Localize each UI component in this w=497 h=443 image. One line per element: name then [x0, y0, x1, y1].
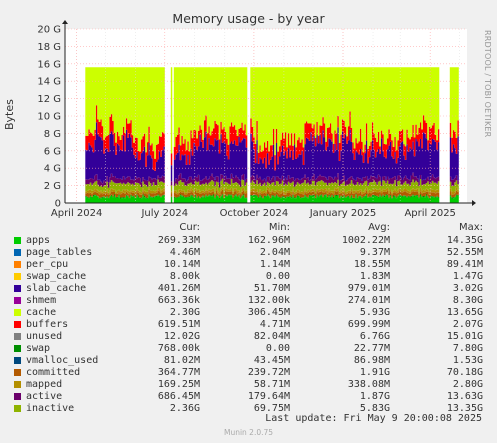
munin-version: Munin 2.0.75	[223, 428, 274, 437]
area-swap	[85, 194, 459, 199]
x-tick-label: January 2025	[309, 208, 377, 219]
chart-title: Memory usage - by year	[172, 11, 325, 26]
y-tick-label: 16 G	[37, 59, 61, 70]
area-committed	[85, 189, 459, 198]
y-axis-arrow	[62, 20, 68, 24]
y-tick-label: 8 G	[44, 129, 61, 140]
x-axis-arrow	[472, 200, 476, 206]
y-tick-label: 12 G	[37, 94, 61, 105]
y-tick-label: 20 G	[37, 25, 61, 36]
y-axis-label: Bytes	[3, 99, 16, 130]
x-tick-label: October 2024	[220, 208, 289, 219]
area-buffers	[85, 105, 459, 171]
y-tick-label: 10 G	[37, 112, 61, 123]
area-mapped	[85, 186, 459, 195]
x-tick-label: April 2025	[404, 208, 455, 219]
y-tick-label: 18 G	[37, 42, 61, 53]
area-cache	[85, 67, 459, 159]
y-tick-label: 6 G	[44, 146, 61, 157]
last-update: Last update: Fri May 9 20:00:08 2025	[265, 413, 482, 424]
x-tick-label: July 2024	[140, 208, 188, 219]
y-tick-label: 14 G	[37, 77, 61, 88]
area-apps	[85, 195, 459, 203]
y-tick-label: 0	[55, 199, 61, 210]
y-tick-label: 2 G	[44, 181, 61, 192]
y-tick-label: 4 G	[44, 164, 61, 175]
x-tick-label: April 2024	[51, 208, 102, 219]
area-active	[85, 172, 459, 188]
